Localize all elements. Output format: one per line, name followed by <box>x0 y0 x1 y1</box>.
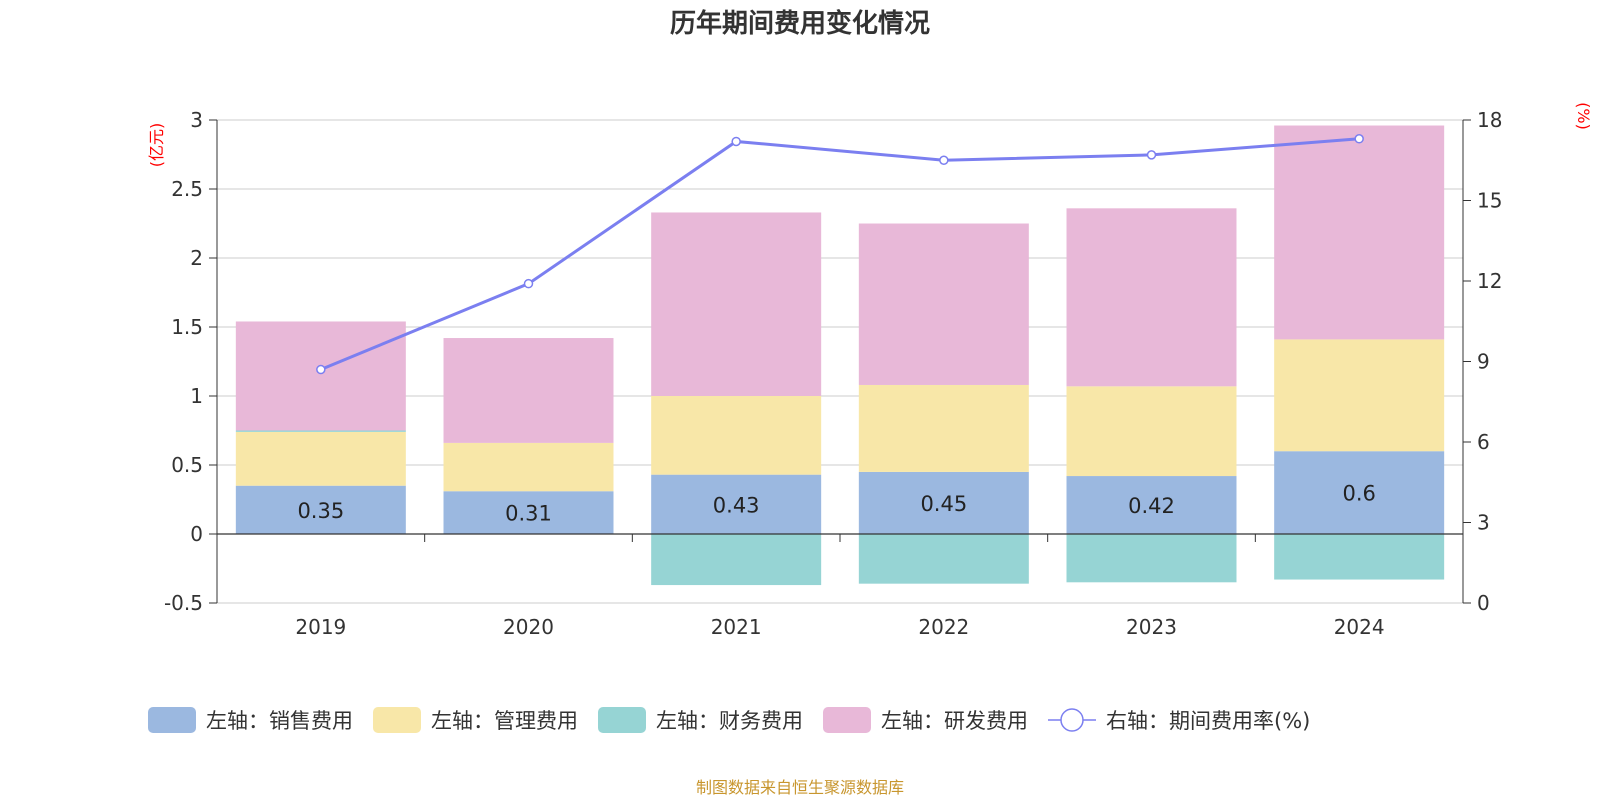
right-tick-label: 9 <box>1477 350 1490 374</box>
chart-title: 历年期间费用变化情况 <box>670 8 930 39</box>
bar-segment <box>1274 339 1445 452</box>
right-tick-label: 12 <box>1477 269 1502 293</box>
left-tick-label: 2.5 <box>171 177 203 201</box>
left-tick-label: 1 <box>190 384 203 408</box>
legend-label: 左轴：管理费用 <box>431 709 578 733</box>
bar-segment <box>1274 451 1445 534</box>
rate-point <box>316 364 326 375</box>
rate-point <box>1354 134 1364 144</box>
right-tick-label: 18 <box>1477 108 1502 132</box>
rate-line-path <box>320 137 1360 371</box>
left-tick-label: -0.5 <box>164 591 203 615</box>
bar-value-label: 0.42 <box>1128 494 1175 518</box>
bar-segment <box>858 471 1029 534</box>
bar-value-label: 0.43 <box>713 493 760 517</box>
legend: 左轴：销售费用 左轴：管理费用 左轴：财务费用 左轴：研发费用 右轴：期间费用率(%) <box>148 707 1310 733</box>
bar-segment <box>1066 208 1237 387</box>
bars <box>235 125 1445 586</box>
axes: 3 2.5 2 1.5 1 0.5 0 -0.5 18 15 12 9 6 3 0 2019 2020 2021 2… <box>164 108 1502 639</box>
bar-segment <box>443 442 614 492</box>
category-label: 2019 <box>295 615 346 639</box>
bar-segment <box>858 384 1029 472</box>
right-axis-unit: (%) <box>1574 102 1593 130</box>
left-tick-label: 2 <box>190 246 203 270</box>
bar-segment <box>235 485 406 534</box>
bar-value-label: 0.45 <box>920 492 967 516</box>
rate-point <box>731 136 741 147</box>
bar-segment <box>651 534 822 586</box>
left-tick-label: 1.5 <box>171 315 203 339</box>
right-tick-label: 6 <box>1477 430 1490 454</box>
left-tick-label: 0.5 <box>171 453 203 477</box>
right-tick-label: 3 <box>1477 511 1490 535</box>
bar-segment <box>651 212 822 396</box>
bar-segment <box>235 431 406 486</box>
legend-swatch <box>823 707 871 733</box>
data-labels: 0.35 0.31 0.43 0.45 0.42 0.6 <box>297 482 1375 526</box>
bar-segment <box>1274 125 1445 340</box>
left-tick-label: 3 <box>190 108 203 132</box>
left-tick-label: 0 <box>190 522 203 546</box>
bar-value-label: 0.6 <box>1342 482 1375 506</box>
category-label: 2020 <box>503 615 554 639</box>
legend-swatch <box>373 707 421 733</box>
legend-label: 左轴：销售费用 <box>206 709 353 733</box>
bar-segment <box>235 321 406 431</box>
left-axis-unit: (亿元) <box>147 123 166 168</box>
bar-segment <box>858 223 1029 385</box>
legend-marker <box>1060 708 1084 732</box>
legend-swatch <box>598 707 646 733</box>
legend-label: 左轴：研发费用 <box>881 709 1028 733</box>
bar-value-label: 0.35 <box>297 499 344 523</box>
legend-swatch <box>148 707 196 733</box>
data-source: 制图数据来自恒生聚源数据库 <box>696 778 904 797</box>
bar-segment <box>1066 476 1237 534</box>
rate-line <box>316 134 1364 375</box>
bar-segment <box>858 534 1029 584</box>
bar-segment <box>1274 534 1445 580</box>
bar-segment <box>651 396 822 475</box>
bar-value-label: 0.31 <box>505 502 552 526</box>
right-tick-label: 15 <box>1477 189 1502 213</box>
bar-segment <box>235 430 406 432</box>
rate-point <box>939 155 949 165</box>
category-label: 2023 <box>1126 615 1177 639</box>
bar-segment <box>1066 534 1237 583</box>
category-label: 2022 <box>918 615 969 639</box>
rate-point <box>1146 150 1157 160</box>
category-label: 2024 <box>1334 615 1385 639</box>
legend-label: 右轴：期间费用率(%) <box>1106 709 1310 733</box>
bar-segment <box>1066 386 1237 477</box>
bar-segment <box>443 338 614 443</box>
bar-segment <box>443 491 614 534</box>
rate-point <box>523 278 534 289</box>
bar-segment <box>651 474 822 534</box>
legend-label: 左轴：财务费用 <box>656 709 803 733</box>
category-label: 2021 <box>711 615 762 639</box>
right-tick-label: 0 <box>1477 591 1490 615</box>
